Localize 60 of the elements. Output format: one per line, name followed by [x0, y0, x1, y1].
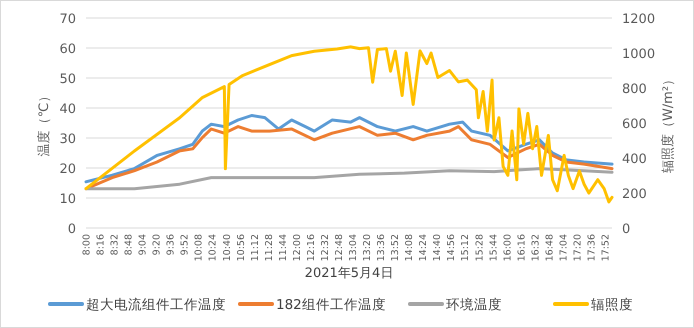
x-tick-label: 16:48 — [544, 234, 556, 262]
x-tick-label: 10:08 — [194, 234, 205, 262]
legend-label: 182组件工作温度 — [276, 297, 386, 313]
x-tick-label: 9:36 — [166, 234, 177, 256]
x-tick-label: 12:32 — [320, 234, 331, 262]
y2-tick-label: 1200 — [622, 12, 656, 27]
y-tick-label: 70 — [59, 12, 76, 27]
x-tick-label: 9:04 — [138, 234, 149, 256]
x-tick-label: 15:44 — [488, 234, 500, 262]
x-tick-label: 13:04 — [348, 234, 360, 262]
x-tick-label: 11:12 — [250, 234, 261, 262]
y-tick-label: 10 — [59, 192, 76, 207]
x-tick-label: 8:00 — [82, 234, 92, 256]
x-tick-label: 13:52 — [390, 234, 402, 262]
x-tick-label: 17:20 — [572, 234, 584, 262]
x-tick-label: 12:48 — [334, 234, 345, 262]
x-tick-label: 8:48 — [124, 234, 135, 256]
x-tick-label: 9:52 — [180, 234, 191, 256]
x-tick-label: 11:28 — [264, 234, 275, 262]
y2-tick-label: 600 — [622, 117, 647, 132]
y-tick-label: 60 — [59, 42, 76, 57]
x-tick-label: 11:44 — [278, 234, 289, 262]
x-tick-label: 13:20 — [362, 234, 374, 262]
x-tick-label: 16:32 — [530, 234, 542, 262]
x-tick-label: 14:40 — [432, 234, 444, 262]
x-tick-label: 14:56 — [446, 234, 458, 262]
legend-label: 超大电流组件工作温度 — [86, 297, 226, 313]
y-axis-title: 温度（℃） — [36, 90, 52, 156]
x-tick-label: 17:04 — [558, 234, 570, 262]
y2-tick-label: 800 — [622, 82, 647, 97]
x-tick-label: 15:12 — [460, 234, 472, 262]
x-tick-label: 10:40 — [222, 234, 233, 262]
y2-tick-label: 0 — [622, 222, 630, 237]
y2-tick-label: 400 — [622, 152, 647, 167]
x-tick-label: 12:00 — [292, 234, 303, 262]
x-axis-title: 2021年5月4日 — [304, 266, 394, 281]
y2-tick-label: 1000 — [622, 47, 656, 62]
x-tick-label: 8:32 — [110, 234, 121, 256]
x-tick-label: 9:20 — [152, 234, 163, 256]
y-tick-label: 50 — [59, 72, 76, 87]
y2-axis-title: 辐照度（W/m²） — [660, 72, 676, 174]
x-tick-label: 12:16 — [306, 234, 317, 262]
y-tick-label: 40 — [59, 102, 76, 117]
x-tick-label: 10:24 — [208, 234, 219, 262]
x-tick-label: 17:52 — [600, 234, 612, 262]
y-tick-label: 20 — [59, 162, 76, 177]
legend-label: 环境温度 — [446, 297, 502, 313]
x-tick-label: 14:08 — [404, 234, 416, 262]
y-tick-label: 30 — [59, 132, 76, 147]
y2-tick-label: 200 — [622, 187, 647, 202]
x-tick-label: 14:24 — [418, 234, 430, 262]
x-tick-label: 16:16 — [516, 234, 528, 262]
x-tick-label: 8:16 — [96, 234, 107, 256]
x-tick-label: 17:36 — [586, 234, 598, 262]
y-tick-label: 0 — [68, 222, 76, 237]
x-tick-label: 15:28 — [474, 234, 486, 262]
x-tick-label: 10:56 — [236, 234, 247, 262]
legend-label: 辐照度 — [591, 297, 633, 313]
x-tick-label: 13:36 — [376, 234, 388, 262]
x-tick-label: 16:00 — [502, 234, 514, 262]
